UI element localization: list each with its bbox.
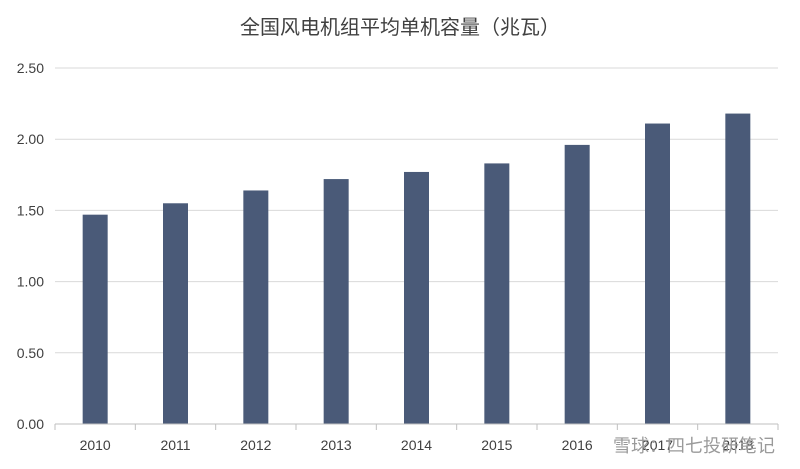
- chart-title: 全国风电机组平均单机容量（兆瓦）: [240, 15, 560, 39]
- y-tick-label: 0.00: [17, 416, 44, 432]
- bar-2015: [484, 163, 510, 424]
- x-tick-label: 2012: [240, 437, 271, 453]
- x-tick-label: 2015: [481, 437, 512, 453]
- x-tick-label: 2010: [80, 437, 111, 453]
- bar-2010: [82, 214, 108, 424]
- x-tick-label: 2014: [401, 437, 432, 453]
- bar-2013: [323, 179, 349, 424]
- x-tick-label: 2013: [321, 437, 352, 453]
- bar-2018: [725, 113, 751, 425]
- bar-2011: [163, 203, 188, 424]
- bars: [82, 113, 751, 425]
- x-tick-label: 2016: [562, 437, 593, 453]
- y-tick-label: 2.50: [17, 60, 44, 76]
- y-axis: 0.00 0.50 1.00 1.50 2.00 2.50: [17, 60, 44, 432]
- y-tick-label: 2.00: [17, 131, 44, 147]
- y-tick-label: 1.50: [17, 202, 44, 218]
- bar-2016: [564, 144, 590, 424]
- y-tick-label: 0.50: [17, 345, 44, 361]
- x-axis: 2010 2011 2012 2013 2014 2015 2016 2017 2018: [54, 423, 779, 453]
- watermark-text: 雪球：四七投研笔记: [613, 436, 775, 457]
- bar-2012: [243, 190, 269, 424]
- x-tick-label: 2011: [160, 437, 190, 453]
- bar-2017: [645, 123, 670, 424]
- x-tick-label: 2017: [642, 437, 673, 453]
- y-tick-label: 1.00: [17, 274, 44, 290]
- x-tick-label: 2018: [722, 437, 753, 453]
- bar-2014: [404, 171, 429, 424]
